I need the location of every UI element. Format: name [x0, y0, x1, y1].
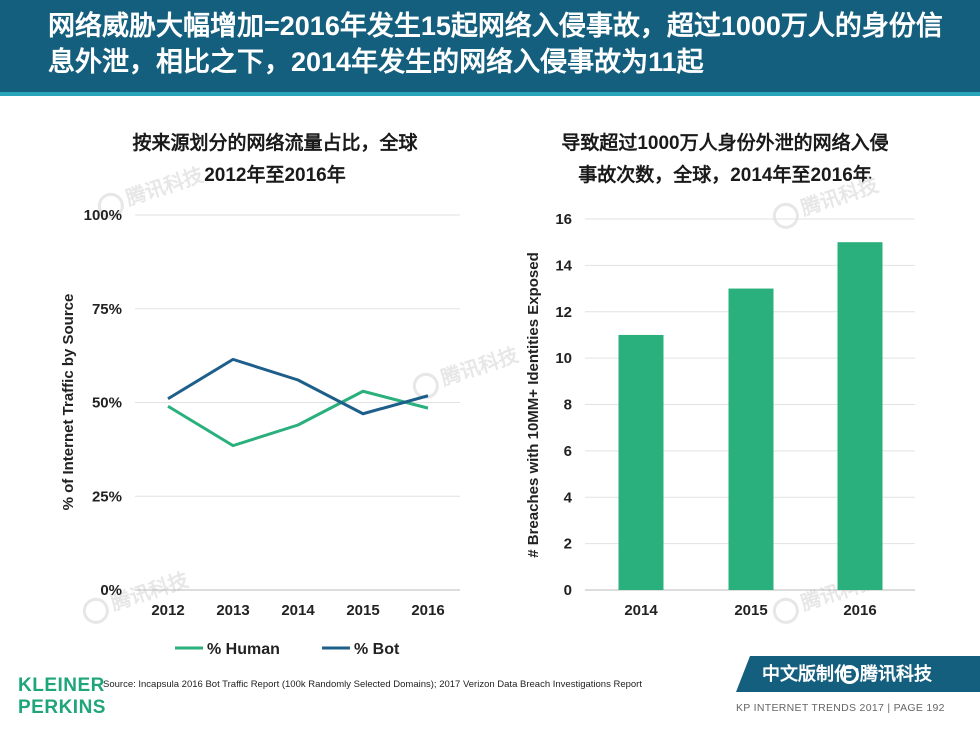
right-y-tick-label: 12 — [555, 304, 572, 321]
bar-2014 — [618, 334, 664, 590]
tencent-badge: 中文版制作： 腾讯科技 — [736, 656, 980, 692]
page-info: KP INTERNET TRENDS 2017 | PAGE 192 — [736, 702, 945, 714]
left-chart-title: 按来源划分的网络流量占比，全球 2012年至2016年 — [70, 128, 480, 192]
left-y-tick-label: 100% — [84, 207, 122, 224]
right-y-tick-label: 6 — [564, 443, 572, 460]
bar-2016 — [837, 242, 883, 590]
page-title: 网络威胁大幅增加=2016年发生15起网络入侵事故，超过1000万人的身份信息外… — [48, 11, 943, 77]
right-chart-title-line2: 事故次数，全球，2014年至2016年 — [578, 165, 872, 186]
legend-label-bot: % Bot — [354, 641, 400, 658]
bar-2015 — [728, 288, 774, 590]
right-x-tick-label: 2016 — [843, 602, 876, 619]
right-chart-title: 导致超过1000万人身份外泄的网络入侵 事故次数，全球，2014年至2016年 — [500, 128, 950, 192]
logo-line2: PERKINS — [18, 697, 106, 718]
kleiner-perkins-logo: KLEINER PERKINS — [18, 675, 106, 719]
left-x-tick-label: 2014 — [281, 602, 315, 619]
right-y-tick-label: 4 — [564, 489, 573, 506]
right-y-tick-label: 14 — [555, 257, 572, 274]
right-x-tick-label: 2015 — [734, 602, 767, 619]
right-x-tick-label: 2014 — [624, 602, 658, 619]
left-y-tick-label: 50% — [92, 395, 122, 412]
right-y-tick-label: 16 — [555, 211, 572, 228]
source-note: Source: Incapsula 2016 Bot Traffic Repor… — [103, 679, 642, 690]
left-x-tick-label: 2012 — [151, 602, 184, 619]
right-y-axis-label: # Breaches with 10MM+ Identities Exposed — [525, 252, 542, 558]
left-y-tick-label: 25% — [92, 488, 122, 505]
left-x-tick-label: 2016 — [411, 602, 444, 619]
right-y-tick-label: 2 — [564, 536, 572, 553]
left-chart-title-line1: 按来源划分的网络流量占比，全球 — [132, 133, 418, 154]
series-line-human — [167, 389, 429, 448]
legend-label-human: % Human — [207, 641, 280, 658]
right-chart-title-line1: 导致超过1000万人身份外泄的网络入侵 — [561, 133, 889, 154]
logo-line1: KLEINER — [18, 675, 105, 696]
header-bar: 网络威胁大幅增加=2016年发生15起网络入侵事故，超过1000万人的身份信息外… — [0, 0, 980, 92]
header-accent-stripe — [0, 92, 980, 96]
left-y-tick-label: 75% — [92, 301, 122, 318]
left-x-tick-label: 2015 — [346, 602, 379, 619]
right-y-tick-label: 10 — [555, 350, 572, 367]
left-y-axis-label: % of Internet Traffic by Source — [60, 294, 77, 511]
left-y-tick-label: 0% — [100, 582, 122, 599]
right-y-tick-label: 8 — [564, 397, 572, 414]
right-y-tick-label: 0 — [564, 582, 572, 599]
badge-brand: 腾讯科技 — [860, 664, 932, 684]
left-chart-title-line2: 2012年至2016年 — [204, 165, 346, 186]
series-line-bot — [167, 357, 429, 416]
left-x-tick-label: 2013 — [216, 602, 249, 619]
tencent-logo-icon — [840, 665, 859, 684]
